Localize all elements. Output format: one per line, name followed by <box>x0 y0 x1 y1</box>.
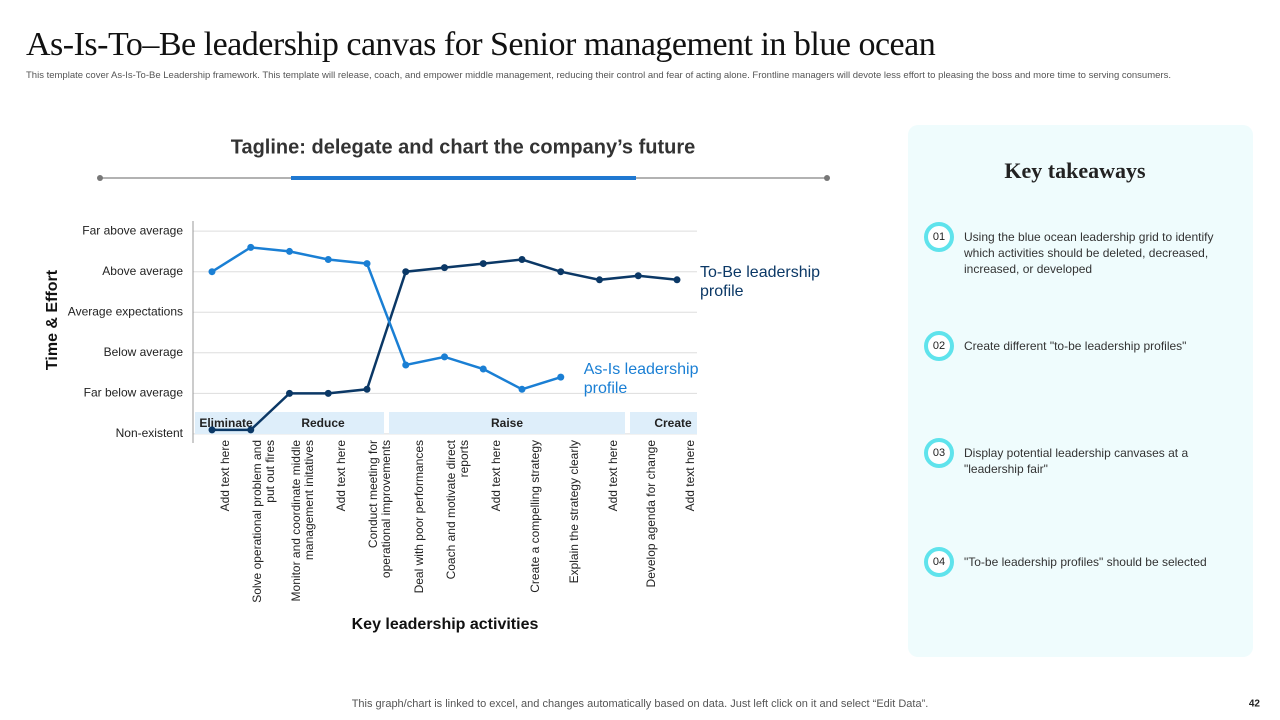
y-axis-label: Time & Effort <box>44 269 61 370</box>
group-band <box>389 412 625 434</box>
x-tick-label: Add text here <box>682 440 697 512</box>
series-line <box>212 258 678 432</box>
badge-ring <box>924 438 954 468</box>
x-tick-label: Monitor and coordinate middle management… <box>288 440 316 602</box>
x-tick-label: Conduct meeting for operational improvem… <box>366 440 393 579</box>
takeaway-text: Create different "to-be leadership profi… <box>964 339 1187 353</box>
x-tick-label: Develop agenda for change <box>643 440 658 588</box>
y-tick-label: Below average <box>104 345 184 359</box>
y-tick-label: Non-existent <box>116 426 184 440</box>
data-point <box>324 389 332 397</box>
series-label: To-Be leadership profile <box>700 263 821 300</box>
badge-ring <box>924 547 954 577</box>
badge-ring <box>924 222 954 252</box>
data-point <box>441 264 448 272</box>
data-point <box>557 268 565 276</box>
series-label: As-Is leadership profile <box>583 361 699 398</box>
data-point <box>402 361 410 369</box>
x-tick-label: Solve operational problem and put out fi… <box>249 440 277 603</box>
chart-title: Tagline: delegate and chart the company’… <box>231 136 696 158</box>
takeaway-text: Display potential leadership canvases at… <box>964 446 1189 476</box>
data-point <box>208 426 216 434</box>
divider-dot <box>824 175 830 181</box>
x-tick-label: Coach and motivate direct reports <box>443 440 471 580</box>
badge-number: 04 <box>933 556 945 568</box>
data-point <box>247 243 255 251</box>
badge-number: 02 <box>933 340 945 352</box>
data-point <box>518 256 526 264</box>
group-label: Reduce <box>301 416 345 430</box>
data-point <box>557 373 565 381</box>
y-tick-label: Far above average <box>82 223 183 237</box>
x-tick-label: Add text here <box>488 440 503 512</box>
data-point <box>441 353 448 361</box>
x-axis-label: Key leadership activities <box>352 616 539 633</box>
group-label: Raise <box>491 416 523 430</box>
takeaways-panel <box>908 125 1253 657</box>
group-band <box>630 412 697 434</box>
data-point <box>286 247 293 255</box>
x-tick-label: Deal with poor performances <box>411 440 426 594</box>
slide-title: As-Is-To–Be leadership canvas for Senior… <box>26 26 936 63</box>
x-tick-label: Add text here <box>605 440 619 512</box>
badge-ring <box>924 331 954 361</box>
y-tick-label: Above average <box>102 264 183 278</box>
x-tick-label: Create a compelling strategy <box>527 440 542 593</box>
data-point <box>363 385 371 393</box>
group-label: Create <box>654 416 692 430</box>
takeaway-text: Using the blue ocean leadership grid to … <box>964 230 1214 276</box>
y-tick-label: Average expectations <box>68 304 183 318</box>
series-line <box>211 246 562 391</box>
takeaway-text: "To-be leadership profiles" should be se… <box>964 555 1207 569</box>
group-band <box>195 412 384 434</box>
slide-subtitle: This template cover As-Is-To-Be Leadersh… <box>26 70 1171 81</box>
data-point <box>634 272 642 280</box>
data-point <box>479 365 487 373</box>
takeaways-title: Key takeaways <box>1004 158 1146 183</box>
divider-dot <box>97 175 103 181</box>
badge-number: 01 <box>933 231 945 243</box>
data-point <box>402 268 410 276</box>
badge-number: 03 <box>933 447 945 459</box>
page-number: 42 <box>1249 699 1261 710</box>
data-point <box>286 389 293 397</box>
data-point <box>363 260 371 268</box>
x-tick-label: Add text here <box>217 440 232 512</box>
data-point <box>324 256 332 264</box>
y-tick-label: Far below average <box>84 386 184 400</box>
data-point <box>479 260 487 268</box>
data-point <box>208 268 216 276</box>
footer-note: This graph/chart is linked to excel, and… <box>351 698 929 710</box>
x-tick-label: Add text here <box>333 440 348 512</box>
group-label: Eliminate <box>199 416 253 430</box>
data-point <box>596 276 603 284</box>
data-point <box>673 276 681 284</box>
x-tick-label: Explain the strategy clearly <box>566 440 581 584</box>
data-point <box>247 426 255 434</box>
data-point <box>518 385 526 393</box>
